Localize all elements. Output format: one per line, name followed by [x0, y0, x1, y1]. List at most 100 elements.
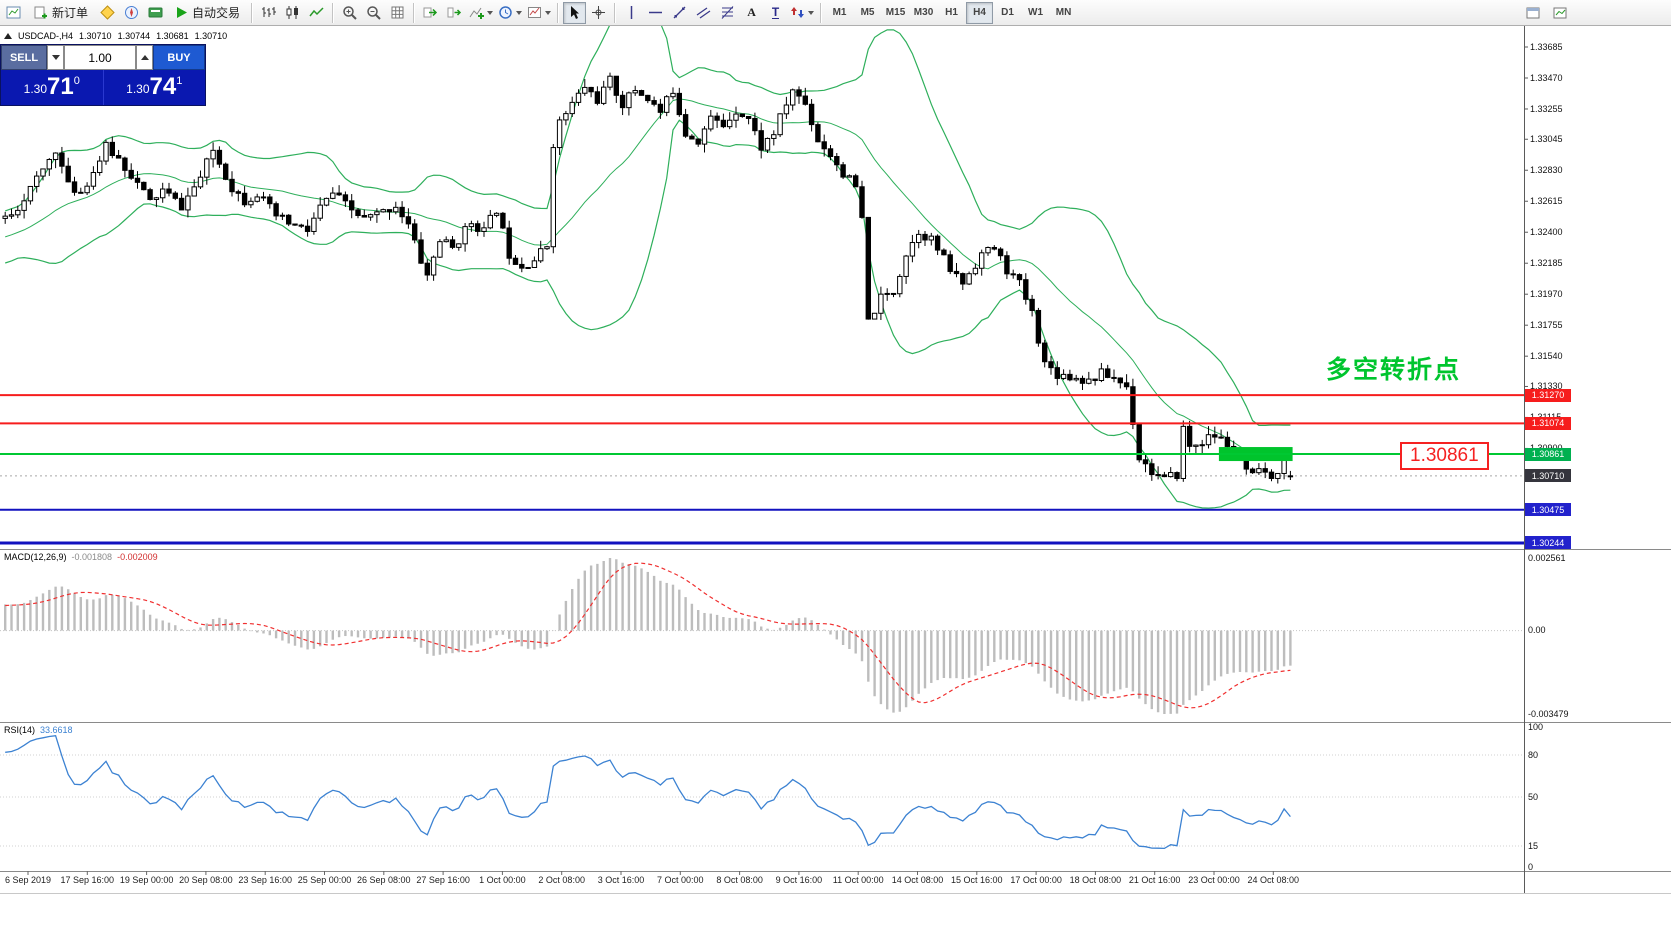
timeframe-mn[interactable]: MN — [1050, 2, 1077, 24]
candle-body — [103, 141, 109, 162]
candle-body — [443, 239, 449, 243]
candle-body — [178, 197, 185, 211]
time-label[interactable]: 19 Sep 00:00 — [119, 875, 174, 885]
candle-body — [1275, 472, 1281, 479]
price-tick-label: 1.31755 — [1530, 320, 1563, 331]
candle-body — [286, 214, 292, 225]
vertical-line-icon[interactable] — [620, 2, 643, 24]
time-label[interactable]: 23 Sep 16:00 — [238, 875, 292, 885]
buy-button[interactable]: BUY — [153, 45, 205, 70]
candle-body — [840, 164, 846, 178]
navigator-icon[interactable] — [120, 2, 143, 24]
candle-body — [241, 192, 248, 206]
time-label[interactable]: 8 Oct 08:00 — [716, 875, 763, 885]
candle-body — [481, 227, 487, 232]
time-label[interactable]: 18 Oct 08:00 — [1069, 875, 1122, 885]
time-label[interactable]: 3 Oct 16:00 — [597, 875, 645, 885]
time-label[interactable]: 2 Oct 08:00 — [538, 875, 585, 885]
price-badge-1.31074: 1.31074 — [1525, 416, 1571, 430]
time-label[interactable]: 7 Oct 00:00 — [657, 875, 704, 885]
horizontal-line-icon[interactable] — [644, 2, 667, 24]
auto-trading-button[interactable]: 自动交易 — [168, 2, 247, 24]
metaeditor-icon[interactable] — [96, 2, 119, 24]
time-label[interactable]: 17 Oct 00:00 — [1010, 875, 1062, 885]
trendline-icon[interactable] — [668, 2, 691, 24]
time-label[interactable]: 1 Oct 00:00 — [479, 875, 526, 885]
bar-chart-icon[interactable] — [257, 2, 280, 24]
level-price-label[interactable]: 1.30861 — [1400, 442, 1489, 470]
candle-body — [626, 92, 632, 109]
candle-body — [538, 248, 544, 262]
candle-body — [827, 148, 834, 158]
cursor-icon[interactable] — [563, 1, 587, 24]
candle-body — [160, 188, 166, 199]
candle-body — [1281, 458, 1287, 474]
charts-icon[interactable] — [2, 2, 25, 24]
crosshair-icon[interactable] — [587, 2, 610, 24]
candle-body — [802, 95, 808, 105]
time-label[interactable]: 17 Sep 16:00 — [60, 875, 115, 885]
chart-shift-icon[interactable] — [443, 2, 466, 24]
timeframe-d1[interactable]: D1 — [994, 2, 1021, 24]
timeframe-w1[interactable]: W1 — [1022, 2, 1049, 24]
volume-field[interactable]: 1.00 — [64, 45, 136, 70]
candle-body — [853, 175, 859, 188]
time-label[interactable]: 24 Oct 08:00 — [1247, 875, 1300, 885]
timeframe-h1[interactable]: H1 — [938, 2, 965, 24]
mini-window-icon-2[interactable] — [1549, 2, 1572, 24]
indicators-icon[interactable] — [467, 2, 495, 24]
chevron-down-icon — [516, 10, 523, 15]
candle-body — [1168, 472, 1174, 478]
new-order-button[interactable]: 新订单 — [26, 2, 95, 24]
candlestick-chart-icon[interactable] — [281, 2, 304, 24]
timeframe-h4[interactable]: H4 — [966, 1, 994, 24]
candle-body — [210, 149, 216, 160]
time-label[interactable]: 23 Oct 00:00 — [1188, 875, 1240, 885]
collapse-trade-panel-icon[interactable] — [4, 33, 12, 39]
time-label[interactable]: 9 Oct 16:00 — [775, 875, 823, 885]
sell-button[interactable]: SELL — [1, 45, 47, 70]
candle-body — [223, 163, 229, 180]
periods-icon[interactable] — [496, 2, 524, 24]
auto-scroll-icon[interactable] — [419, 2, 442, 24]
grid-icon[interactable] — [386, 2, 409, 24]
candle-body — [619, 94, 626, 109]
terminal-icon[interactable] — [144, 2, 167, 24]
time-label[interactable]: 21 Oct 16:00 — [1128, 875, 1181, 885]
line-chart-icon[interactable] — [305, 2, 328, 24]
timeframe-m1[interactable]: M1 — [826, 2, 853, 24]
volume-decrease-button[interactable] — [47, 45, 64, 70]
zoom-out-icon[interactable] — [362, 2, 385, 24]
channel-icon[interactable] — [692, 2, 715, 24]
volume-increase-button[interactable] — [136, 45, 153, 70]
candle-body — [46, 159, 52, 170]
candle-body — [317, 204, 323, 219]
candle-body — [298, 224, 305, 227]
zoom-in-icon[interactable] — [338, 2, 361, 24]
time-label[interactable]: 26 Sep 08:00 — [357, 875, 411, 885]
time-label[interactable]: 14 Oct 08:00 — [891, 875, 944, 885]
time-label[interactable]: 20 Sep 08:00 — [179, 875, 233, 885]
text-annotation[interactable]: 多空转折点 — [1326, 356, 1462, 384]
time-label[interactable]: 25 Sep 00:00 — [297, 875, 352, 885]
time-label[interactable]: 11 Oct 00:00 — [832, 875, 884, 885]
candle-body — [380, 209, 386, 213]
templates-icon[interactable] — [525, 2, 553, 24]
time-label[interactable]: 15 Oct 16:00 — [951, 875, 1003, 885]
arrows-tool-icon[interactable] — [788, 2, 816, 24]
timeframe-m5[interactable]: M5 — [854, 2, 881, 24]
toolbar: 新订单 自动交易 — [0, 0, 1671, 26]
time-label[interactable]: 27 Sep 16:00 — [416, 875, 470, 885]
candle-body — [153, 197, 160, 200]
price-tick-label: 1.33470 — [1530, 72, 1563, 83]
candle-body — [638, 90, 645, 96]
fibonacci-icon[interactable] — [716, 2, 739, 24]
timeframe-m30[interactable]: M30 — [910, 2, 937, 24]
timeframe-m15[interactable]: M15 — [882, 2, 909, 24]
text-label-tool-icon[interactable]: T — [764, 2, 787, 24]
text-tool-icon[interactable]: A — [740, 2, 763, 24]
candle-body — [8, 214, 15, 217]
time-label[interactable]: 6 Sep 2019 — [4, 875, 52, 885]
mini-window-icon-1[interactable] — [1522, 2, 1545, 24]
